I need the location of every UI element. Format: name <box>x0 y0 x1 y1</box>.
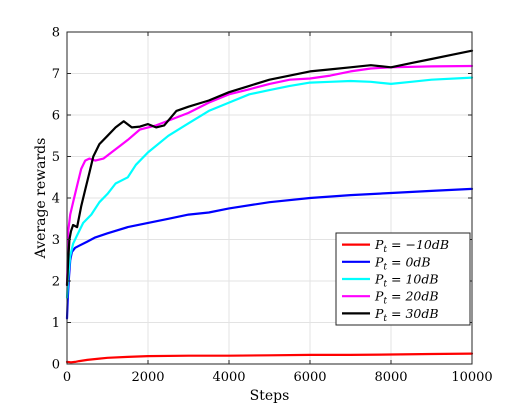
y-tick-label: 5 <box>52 150 60 165</box>
legend-entry: Pt = −10dB <box>374 237 449 255</box>
y-tick-label: 0 <box>52 358 60 373</box>
legend-subscript: t <box>383 280 387 290</box>
y-tick-label: 3 <box>52 233 60 248</box>
y-tick-label: 4 <box>52 192 60 207</box>
axis-ticks: 0 2000 4000 6000 8000 10000 0 1 2 3 4 5 6 7 8 <box>52 26 493 386</box>
y-tick-label: 8 <box>52 26 60 41</box>
series-layer <box>65 49 474 364</box>
legend-value: = 30dB <box>387 306 439 321</box>
x-axis-label: Steps <box>250 388 290 404</box>
series-line-2 <box>65 76 474 299</box>
legend-value: = 20dB <box>387 289 439 304</box>
legend-symbol: P <box>374 237 384 252</box>
legend-entry: Pt = 20dB <box>374 289 439 307</box>
y-axis-label: Average rewards <box>33 138 49 260</box>
x-tick-label: 0 <box>63 370 71 385</box>
legend-value: = 0dB <box>387 254 431 269</box>
legend-subscript: t <box>383 314 387 324</box>
x-tick-label: 4000 <box>212 370 245 385</box>
legend-symbol: P <box>374 289 384 304</box>
legend-subscript: t <box>383 262 387 272</box>
x-tick-label: 2000 <box>131 370 164 385</box>
legend-entry: Pt = 10dB <box>374 272 439 290</box>
legend-entry: Pt = 0dB <box>374 254 431 272</box>
y-tick-label: 6 <box>52 109 60 124</box>
y-tick-label: 7 <box>52 67 60 82</box>
legend-subscript: t <box>383 297 387 307</box>
legend-value: = 10dB <box>387 272 439 287</box>
legend-symbol: P <box>374 254 384 269</box>
y-tick-label: 1 <box>52 316 60 331</box>
legend-entry: Pt = 30dB <box>374 306 439 324</box>
series-line-3 <box>65 64 474 287</box>
x-tick-label: 8000 <box>374 370 407 385</box>
series-line-0 <box>65 352 474 364</box>
legend-symbol: P <box>374 306 384 321</box>
legend-symbol: P <box>374 272 384 287</box>
series-line-4 <box>65 49 474 287</box>
legend-value: = −10dB <box>387 237 449 252</box>
y-tick-label: 2 <box>52 275 60 290</box>
legend-subscript: t <box>383 245 387 255</box>
x-tick-label: 10000 <box>451 370 492 385</box>
x-tick-label: 6000 <box>293 370 326 385</box>
